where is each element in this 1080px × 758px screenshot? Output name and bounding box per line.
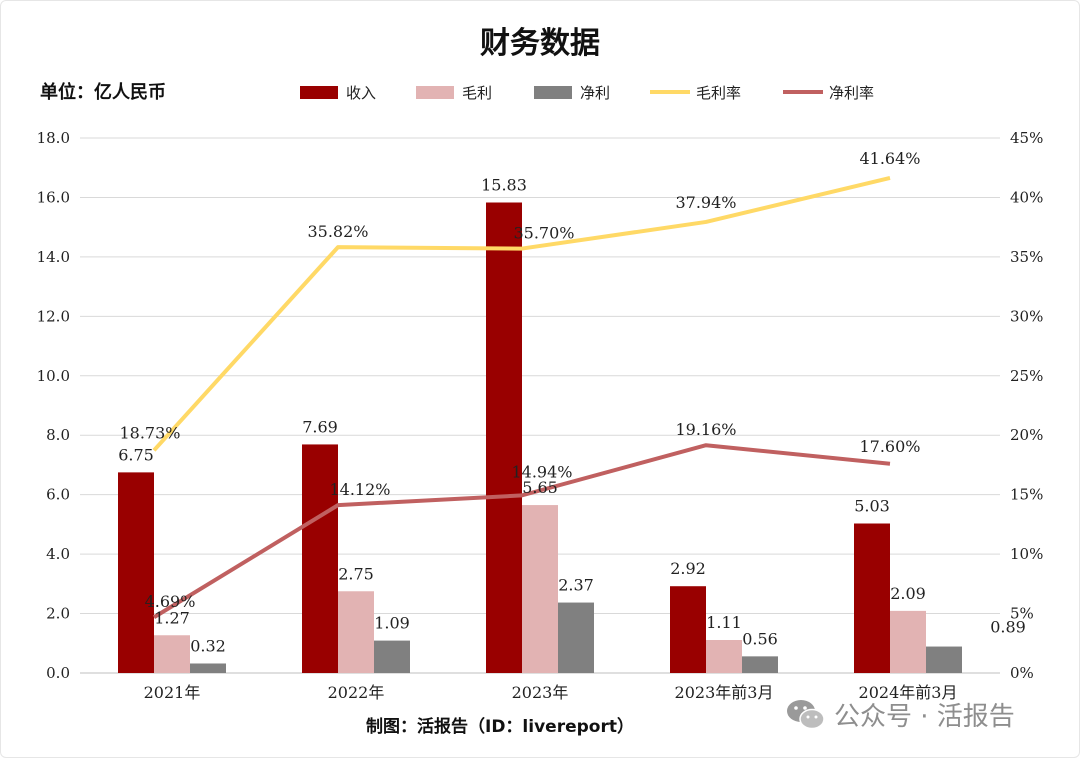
bar-value-label: 1.27	[154, 608, 190, 627]
line-value-label: 35.70%	[513, 224, 574, 243]
line-净利率	[152, 443, 891, 619]
bar-value-label: 1.11	[706, 613, 742, 632]
bar-value-label: 2.75	[338, 564, 374, 583]
line-毛利率	[152, 176, 891, 452]
line-value-label: 19.16%	[675, 420, 736, 439]
y-right-tick-label: 5%	[1010, 605, 1034, 623]
y-left-tick-label: 4.0	[46, 545, 70, 563]
y-right-tick-label: 20%	[1010, 426, 1043, 444]
legend-label: 毛利	[462, 84, 492, 102]
line-value-label: 41.64%	[859, 149, 920, 168]
bar-收入	[486, 202, 522, 673]
y-left-tick-label: 18.0	[37, 129, 70, 147]
bar-净利	[374, 640, 410, 673]
bar-value-label: 15.83	[481, 175, 527, 194]
bar-value-label: 2.09	[890, 584, 926, 603]
bar-毛利	[522, 505, 558, 673]
y-left-tick-label: 16.0	[37, 188, 70, 206]
bar-value-label: 2.37	[558, 576, 594, 595]
bar-value-label: 1.09	[374, 614, 410, 633]
legend-label: 毛利率	[696, 84, 741, 102]
y-right-tick-label: 0%	[1010, 664, 1034, 682]
bar-value-label: 6.75	[118, 445, 154, 464]
line-value-label: 35.82%	[307, 222, 368, 241]
x-tick-label: 2023年	[512, 683, 569, 702]
watermark-text: 公众号 · 活报告	[834, 702, 1015, 732]
legend-label: 净利	[580, 84, 610, 102]
y-right-tick-label: 35%	[1010, 248, 1043, 266]
bar-value-label: 0.32	[190, 636, 226, 655]
x-tick-label: 2021年	[144, 683, 201, 702]
y-left-tick-label: 12.0	[37, 307, 70, 325]
y-left-tick-label: 6.0	[46, 486, 70, 504]
chart-credit: 制图：活报告（ID：livereport）	[366, 717, 634, 737]
chart-title: 财务数据	[480, 26, 600, 61]
bar-毛利	[338, 591, 374, 673]
x-tick-label: 2022年	[328, 683, 385, 702]
line-value-label: 17.60%	[859, 437, 920, 456]
legend-label: 净利率	[829, 84, 874, 102]
y-left-tick-label: 14.0	[37, 248, 70, 266]
y-right-tick-label: 10%	[1010, 545, 1043, 563]
bar-毛利	[890, 610, 926, 673]
legend-swatch-收入	[300, 86, 338, 99]
x-tick-label: 2023年前3月	[675, 683, 774, 702]
y-left-tick-label: 10.0	[37, 367, 70, 385]
bar-收入	[854, 523, 890, 673]
legend-swatch-净利	[534, 86, 572, 99]
y-left-tick-label: 0.0	[46, 664, 70, 682]
y-left-tick-label: 2.0	[46, 605, 70, 623]
line-value-label: 18.73%	[119, 423, 180, 442]
bar-value-label: 0.56	[742, 629, 778, 648]
unit-label: 单位：亿人民币	[40, 82, 166, 103]
bar-净利	[558, 602, 594, 673]
x-tick-label: 2024年前3月	[859, 683, 958, 702]
wechat-icon	[787, 699, 825, 729]
bar-value-label: 5.03	[854, 496, 890, 515]
y-right-tick-label: 30%	[1010, 307, 1043, 325]
bar-收入	[302, 444, 338, 673]
bar-value-label: 0.89	[990, 618, 1026, 637]
line-value-label: 4.69%	[145, 592, 196, 611]
y-right-tick-label: 45%	[1010, 129, 1043, 147]
y-left-tick-label: 8.0	[46, 426, 70, 444]
line-value-label: 14.12%	[329, 480, 390, 499]
bar-value-label: 5.65	[522, 478, 558, 497]
legend-swatch-毛利	[416, 86, 454, 99]
bar-净利	[190, 663, 226, 673]
bar-净利	[742, 656, 778, 673]
line-value-label: 14.94%	[511, 462, 572, 481]
y-right-tick-label: 15%	[1010, 486, 1043, 504]
bar-value-label: 7.69	[302, 417, 338, 436]
legend-label: 收入	[346, 84, 376, 102]
bar-毛利	[154, 635, 190, 673]
line-value-label: 37.94%	[675, 193, 736, 212]
bar-毛利	[706, 640, 742, 673]
y-right-tick-label: 25%	[1010, 367, 1043, 385]
bar-收入	[670, 586, 706, 673]
watermark: 公众号 · 活报告	[786, 696, 1015, 733]
bar-收入	[118, 472, 154, 673]
bar-净利	[926, 646, 962, 673]
bar-value-label: 2.92	[670, 559, 706, 578]
y-right-tick-label: 40%	[1010, 188, 1043, 206]
